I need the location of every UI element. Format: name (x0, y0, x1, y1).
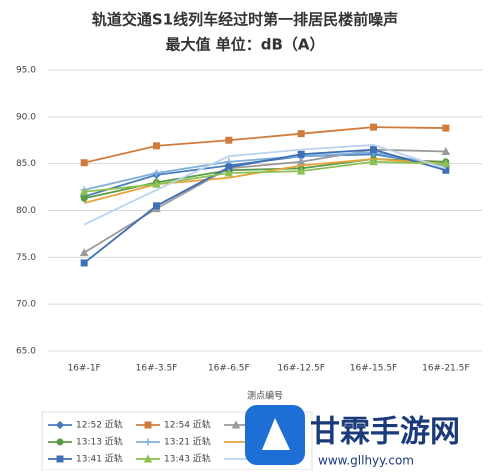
x-tick-label: 16#-12.5F (277, 364, 324, 374)
watermark-url: www.gllhyy.com (318, 454, 414, 468)
data-point (153, 142, 160, 150)
legend-label: 12:54 近轨 (164, 419, 211, 431)
data-point (370, 146, 377, 154)
y-tick-label: 65.0 (16, 347, 36, 357)
data-point (370, 123, 377, 131)
legend-marker (144, 438, 152, 446)
data-point (152, 179, 161, 188)
data-point (153, 169, 160, 177)
legend-marker (55, 420, 65, 430)
series-line (83, 151, 446, 191)
data-point (296, 166, 306, 175)
data-point (297, 130, 305, 138)
legend-marker (143, 454, 153, 463)
y-tick-label: 95.0 (16, 66, 36, 76)
watermark-icon-shape (262, 418, 290, 450)
watermark: 甘霖手游网 www.gllhyy.com (245, 405, 460, 468)
y-tick-label: 70.0 (16, 300, 36, 310)
data-point (225, 136, 233, 144)
series-line (83, 148, 446, 254)
x-tick-label: 16#-3.5F (136, 364, 178, 374)
x-tick-label: 16#-1F (68, 364, 101, 374)
data-point (153, 202, 160, 210)
legend-label: 13:41 近轨 (76, 453, 123, 465)
data-point (441, 146, 451, 155)
series-line (83, 148, 447, 264)
data-point (79, 248, 89, 257)
legend-label: 13:43 近轨 (164, 453, 211, 465)
data-point (297, 150, 305, 158)
series-line (83, 144, 447, 226)
chart-subtitle: 最大值 单位：dB（A） (165, 36, 324, 54)
data-point (369, 157, 378, 166)
x-tick-label: 16#-15.5F (350, 364, 397, 374)
legend-marker (56, 438, 64, 446)
legend-label: 13:21 近轨 (164, 436, 211, 448)
legend-marker (144, 421, 152, 429)
x-tick-label: 16#-6.5F (208, 364, 250, 374)
data-point (442, 166, 450, 174)
data-point (80, 259, 88, 267)
chart-title: 轨道交通S1线列车经过时第一排居民楼前噪声 (92, 11, 398, 29)
legend-marker (231, 420, 241, 429)
y-tick-label: 90.0 (16, 112, 36, 122)
data-point (80, 159, 88, 167)
series-line (84, 160, 446, 193)
x-axis-label: 测点编号 (247, 390, 283, 402)
watermark-name: 甘霖手游网 (310, 415, 460, 450)
series-line (83, 126, 446, 164)
x-tick-label: 16#-21.5F (422, 364, 469, 374)
legend-label: 13:13 近轨 (76, 436, 123, 448)
data-point (80, 194, 88, 202)
y-tick-label: 75.0 (16, 253, 36, 263)
data-point (224, 168, 234, 177)
legend-label: 12:52 近轨 (76, 419, 123, 431)
y-tick-label: 85.0 (16, 159, 36, 169)
legend-marker (56, 455, 64, 463)
data-point (79, 187, 89, 196)
data-point (441, 159, 451, 168)
data-point (442, 124, 450, 132)
y-tick-label: 80.0 (16, 206, 36, 216)
